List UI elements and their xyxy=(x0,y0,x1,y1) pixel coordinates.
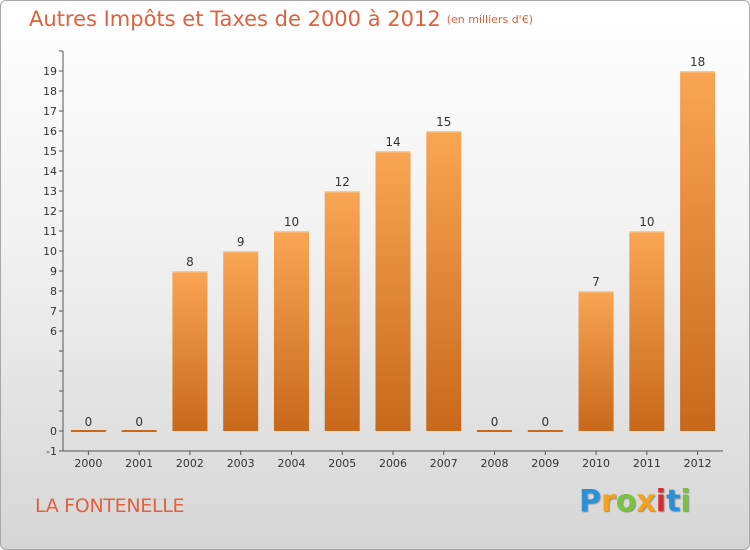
y-tick-label: 11 xyxy=(43,225,57,238)
x-tick-label-2007: 2007 xyxy=(430,457,458,470)
commune-name: LA FONTENELLE xyxy=(35,495,185,517)
bar-2012 xyxy=(680,71,716,431)
bar-2000 xyxy=(70,430,106,432)
data-label-2005: 12 xyxy=(335,175,350,189)
chart-title-text: Autres Impôts et Taxes de 2000 à 2012 xyxy=(29,7,441,31)
logo-letter: r xyxy=(601,484,616,519)
bars-layer: 0 0 8 9 10 12 14 15 0 0 7 10 18 xyxy=(70,55,716,432)
logo-letter: P xyxy=(579,484,601,519)
bar-2011 xyxy=(629,231,665,431)
x-tick-label-2008: 2008 xyxy=(481,457,509,470)
bar-2005 xyxy=(324,191,360,431)
y-tick-label: 7 xyxy=(50,305,57,318)
bar-2001 xyxy=(121,430,157,432)
bar-top-edge xyxy=(172,271,208,273)
bar-2006 xyxy=(375,151,411,431)
x-tick-label-2010: 2010 xyxy=(582,457,610,470)
bar-2003 xyxy=(223,251,259,431)
x-tick-label-2011: 2011 xyxy=(633,457,661,470)
x-tick-label-2012: 2012 xyxy=(684,457,712,470)
bar-2009 xyxy=(527,430,563,432)
data-label-2006: 14 xyxy=(385,135,400,149)
y-tick-label: 0 xyxy=(50,425,57,438)
y-tick-label: -1 xyxy=(46,445,57,458)
x-tick-label-2003: 2003 xyxy=(227,457,255,470)
y-tick-label: 10 xyxy=(43,245,57,258)
data-label-2000: 0 xyxy=(85,415,93,429)
data-label-2004: 10 xyxy=(284,215,299,229)
logo-letter: o xyxy=(615,484,637,519)
data-label-2003: 9 xyxy=(237,235,245,249)
bar-top-edge xyxy=(223,251,259,253)
bar-2002 xyxy=(172,271,208,431)
bar-2004 xyxy=(273,231,309,431)
data-label-2009: 0 xyxy=(541,415,549,429)
bar-2008 xyxy=(477,430,513,432)
x-tick-label-2006: 2006 xyxy=(379,457,407,470)
x-tick-label-2004: 2004 xyxy=(277,457,305,470)
logo-letter: i xyxy=(655,484,667,519)
axis-layer: -1 0 6 7 8 9 10 11 12 13 14 15 16 17 18 19 2000 2001 2002 2… xyxy=(43,50,723,470)
y-tick-label: 9 xyxy=(50,265,57,278)
y-tick-label: 13 xyxy=(43,185,57,198)
logo-letter: i xyxy=(680,484,691,519)
proxiti-logo: Proxiti xyxy=(579,484,691,519)
x-tick-label-2002: 2002 xyxy=(176,457,204,470)
bar-top-edge xyxy=(426,131,462,133)
y-tick-label: 14 xyxy=(43,165,57,178)
y-tick-label: 8 xyxy=(50,285,57,298)
bar-top-edge xyxy=(578,291,614,293)
chart-title: Autres Impôts et Taxes de 2000 à 2012 (en… xyxy=(29,7,533,31)
bar-top-edge xyxy=(629,231,665,233)
bar-top-edge xyxy=(680,71,716,73)
x-tick-label-2009: 2009 xyxy=(531,457,559,470)
y-tick-label: 19 xyxy=(43,65,57,78)
data-label-2012: 18 xyxy=(690,55,705,69)
bar-top-edge xyxy=(273,231,309,233)
logo-letter: t xyxy=(666,484,681,519)
x-tick-label-2001: 2001 xyxy=(125,457,153,470)
data-label-2007: 15 xyxy=(436,115,451,129)
chart-subtitle: (en milliers d'€) xyxy=(446,13,533,26)
data-label-2008: 0 xyxy=(491,415,499,429)
x-tick-label-2005: 2005 xyxy=(328,457,356,470)
bar-top-edge xyxy=(375,151,411,153)
data-label-2002: 8 xyxy=(186,255,194,269)
y-tick-label: 6 xyxy=(50,325,57,338)
y-tick-label: 18 xyxy=(43,85,57,98)
bar-top-edge xyxy=(324,191,360,193)
y-tick-label: 12 xyxy=(43,205,57,218)
data-label-2001: 0 xyxy=(135,415,143,429)
y-tick-label: 15 xyxy=(43,145,57,158)
bar-2007 xyxy=(426,131,462,431)
data-label-2010: 7 xyxy=(592,275,600,289)
logo-letter: x xyxy=(636,484,656,519)
y-tick-label: 16 xyxy=(43,125,57,138)
y-tick-label: 17 xyxy=(43,105,57,118)
x-tick-label-2000: 2000 xyxy=(74,457,102,470)
bar-2010 xyxy=(578,291,614,431)
data-label-2011: 10 xyxy=(639,215,654,229)
